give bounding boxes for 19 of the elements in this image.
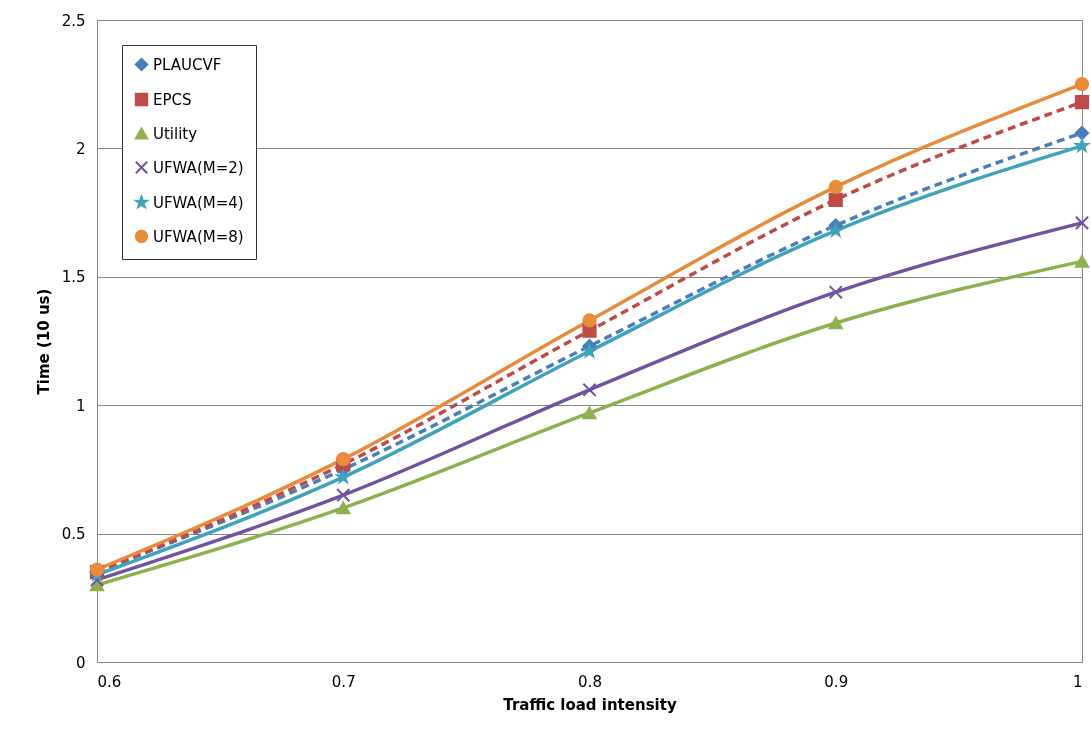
- x-tick-label: 0.9: [824, 672, 849, 691]
- x-tick-label: 1: [1072, 672, 1083, 691]
- y-axis-title: Time (10 us): [34, 288, 53, 395]
- y-tick-label: 0: [75, 653, 86, 672]
- x-tick-label: 0.6: [97, 672, 122, 691]
- legend-label: PLAUCVF: [153, 55, 222, 74]
- legend-label: UFWA(M=4): [153, 193, 244, 212]
- legend-label: Utility: [153, 124, 198, 143]
- y-tick-label: 1: [75, 396, 86, 415]
- legend-label: EPCS: [153, 90, 192, 109]
- y-tick-label: 2: [75, 139, 86, 158]
- legend-label: UFWA(M=2): [153, 158, 244, 177]
- y-tick-label: 2.5: [61, 11, 86, 30]
- x-tick-label: 0.7: [331, 672, 356, 691]
- y-tick-label: 1.5: [61, 268, 86, 287]
- y-tick-label: 0.5: [61, 525, 86, 544]
- legend-label: UFWA(M=8): [153, 227, 244, 246]
- x-axis-title: Traffic load intensity: [503, 695, 677, 714]
- x-tick-label: 0.8: [578, 672, 602, 691]
